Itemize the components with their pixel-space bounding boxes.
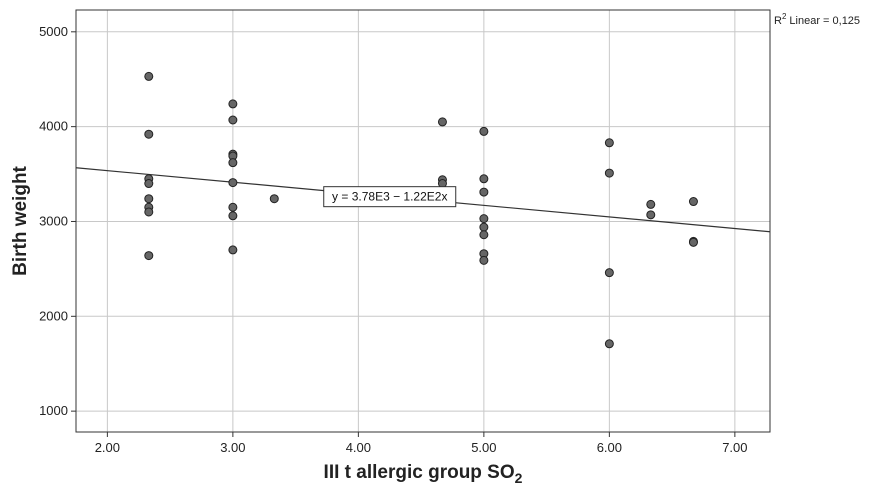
data-point	[228, 99, 238, 109]
r2-value: Linear = 0,125	[789, 15, 860, 27]
y-tick-label: 5000	[39, 24, 68, 39]
r2-superscript: 2	[782, 12, 787, 21]
data-point	[688, 237, 698, 247]
data-point	[228, 202, 238, 212]
data-point	[144, 194, 154, 204]
data-point	[144, 251, 154, 261]
data-point	[144, 71, 154, 81]
data-point	[269, 194, 279, 204]
data-point	[646, 210, 656, 220]
data-point	[479, 174, 489, 184]
data-point	[144, 207, 154, 217]
y-axis-title: Birth weight	[10, 165, 31, 275]
x-tick-label: 2.00	[95, 440, 120, 455]
x-tick-label: 5.00	[471, 440, 496, 455]
data-point	[479, 126, 489, 136]
data-point	[228, 115, 238, 125]
data-point	[479, 222, 489, 232]
grid-lines	[76, 10, 770, 432]
data-point	[604, 268, 614, 278]
data-point	[228, 178, 238, 188]
data-point	[604, 138, 614, 148]
x-tick-label: 4.00	[346, 440, 371, 455]
equation-label: y = 3.78E3 − 1.22E2x	[332, 190, 447, 204]
equation-box: y = 3.78E3 − 1.22E2x	[323, 186, 457, 208]
data-point	[479, 214, 489, 224]
y-tick-labels: 1000 2000 3000 4000 5000	[39, 24, 76, 418]
x-tick-labels: 2.00 3.00 4.00 5.00 6.00 7.00	[95, 432, 748, 455]
y-tick-label: 2000	[39, 308, 68, 323]
data-point	[688, 197, 698, 207]
x-axis-title: III t allergic group SO2	[324, 462, 523, 486]
y-tick-label: 4000	[39, 119, 68, 134]
data-point	[144, 179, 154, 189]
r2-label: R2 Linear = 0,125	[774, 12, 860, 27]
x-axis-title-main: III t allergic group SO	[324, 462, 515, 483]
data-point	[479, 230, 489, 240]
data-point	[479, 187, 489, 197]
data-point	[604, 339, 614, 349]
data-point	[228, 158, 238, 168]
data-point	[646, 199, 656, 209]
x-tick-label: 3.00	[220, 440, 245, 455]
y-tick-label: 3000	[39, 213, 68, 228]
x-tick-label: 7.00	[722, 440, 747, 455]
data-points	[144, 71, 698, 349]
y-tick-label: 1000	[39, 403, 68, 418]
x-axis-title-subscript: 2	[515, 470, 523, 486]
data-point	[144, 129, 154, 139]
data-point	[228, 245, 238, 255]
data-point	[604, 168, 614, 178]
data-point	[479, 255, 489, 265]
data-point	[228, 211, 238, 221]
r2-symbol: R	[774, 15, 782, 27]
data-point	[437, 117, 447, 127]
x-tick-label: 6.00	[597, 440, 622, 455]
